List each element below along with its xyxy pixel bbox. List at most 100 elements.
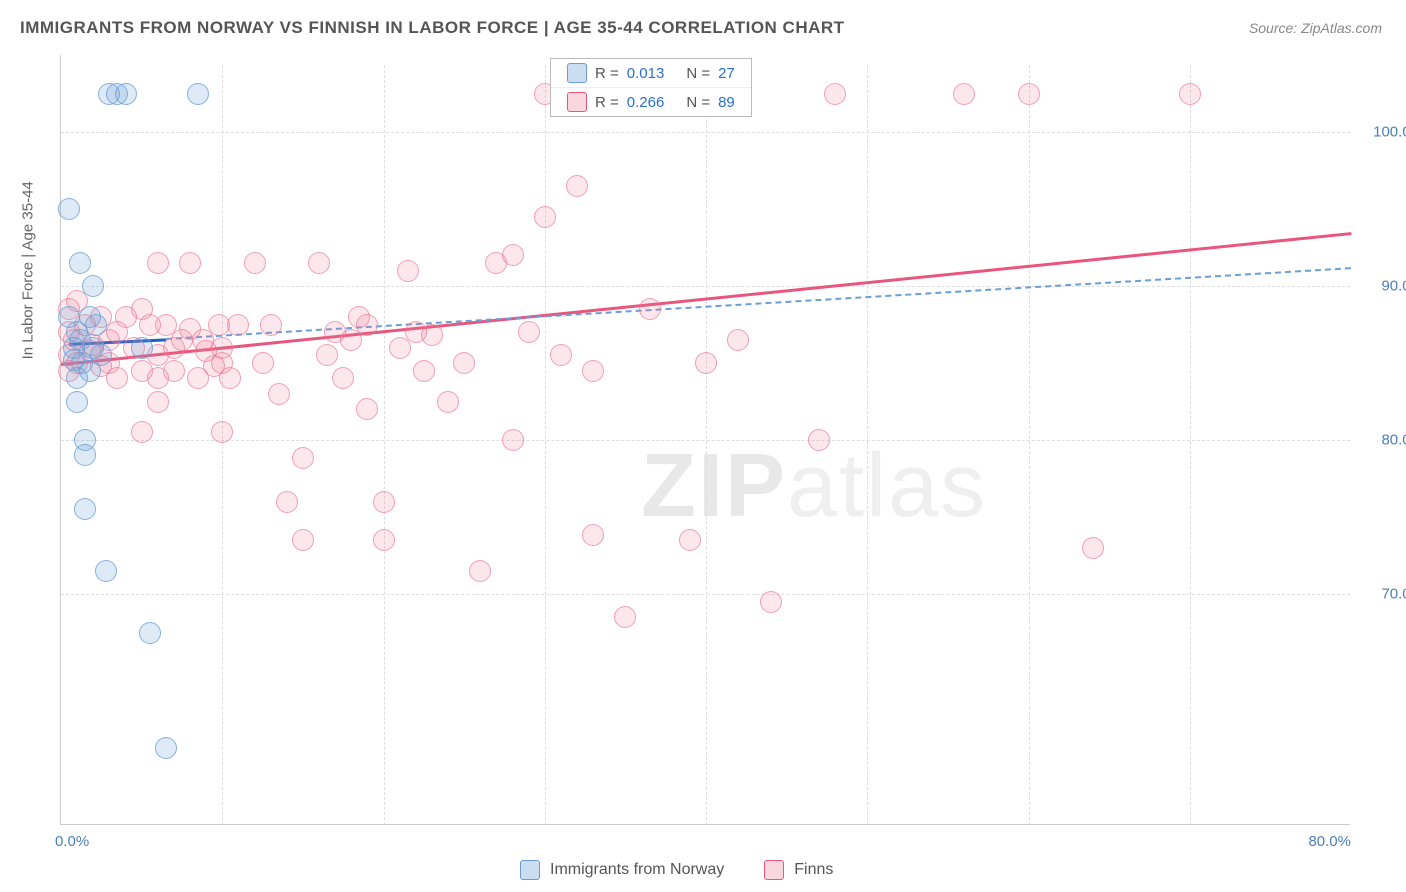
data-point-norway	[90, 344, 112, 366]
data-point-finns	[106, 367, 128, 389]
source-label: Source: ZipAtlas.com	[1249, 20, 1382, 36]
series-legend-item: Finns	[764, 860, 833, 880]
data-point-finns	[760, 591, 782, 613]
legend-swatch-finns	[567, 92, 587, 112]
data-point-finns	[695, 352, 717, 374]
data-point-norway	[66, 391, 88, 413]
series-legend-label: Finns	[794, 861, 833, 879]
data-point-finns	[332, 367, 354, 389]
data-point-finns	[163, 360, 185, 382]
data-point-finns	[582, 360, 604, 382]
legend-swatch-finns	[764, 860, 784, 880]
legend-r-label: R =	[595, 65, 619, 82]
watermark: ZIPatlas	[641, 435, 987, 538]
y-tick-label: 70.0%	[1364, 586, 1406, 603]
data-point-finns	[808, 429, 830, 451]
data-point-finns	[373, 491, 395, 513]
series-legend: Immigrants from Norway Finns	[520, 860, 833, 880]
y-tick-label: 100.0%	[1364, 124, 1406, 141]
gridline-vertical	[867, 65, 868, 825]
gridline-vertical	[1029, 65, 1030, 825]
data-point-finns	[614, 606, 636, 628]
data-point-finns	[639, 298, 661, 320]
data-point-finns	[534, 206, 556, 228]
data-point-finns	[1082, 537, 1104, 559]
x-tick-label: 80.0%	[1308, 833, 1351, 850]
x-tick-label: 0.0%	[55, 833, 89, 850]
legend-swatch-norway	[567, 63, 587, 83]
y-tick-label: 90.0%	[1364, 278, 1406, 295]
gridline-vertical	[706, 65, 707, 825]
y-tick-label: 80.0%	[1364, 432, 1406, 449]
data-point-finns	[582, 524, 604, 546]
data-point-finns	[356, 398, 378, 420]
data-point-finns	[469, 560, 491, 582]
chart-container: IMMIGRANTS FROM NORWAY VS FINNISH IN LAB…	[0, 0, 1406, 892]
data-point-finns	[953, 83, 975, 105]
data-point-finns	[292, 447, 314, 469]
data-point-finns	[373, 529, 395, 551]
data-point-finns	[356, 314, 378, 336]
data-point-finns	[211, 421, 233, 443]
data-point-finns	[413, 360, 435, 382]
legend-n-label: N =	[686, 94, 710, 111]
data-point-finns	[518, 321, 540, 343]
chart-title: IMMIGRANTS FROM NORWAY VS FINNISH IN LAB…	[20, 18, 845, 38]
data-point-finns	[502, 244, 524, 266]
data-point-finns	[244, 252, 266, 274]
data-point-norway	[95, 560, 117, 582]
y-axis-label: In Labor Force | Age 35-44	[20, 181, 37, 359]
series-legend-item: Immigrants from Norway	[520, 860, 724, 880]
gridline-vertical	[545, 65, 546, 825]
data-point-norway	[115, 83, 137, 105]
data-point-finns	[727, 329, 749, 351]
data-point-finns	[316, 344, 338, 366]
series-legend-label: Immigrants from Norway	[550, 861, 724, 879]
data-point-finns	[131, 421, 153, 443]
gridline-vertical	[384, 65, 385, 825]
data-point-finns	[308, 252, 330, 274]
data-point-finns	[227, 314, 249, 336]
data-point-norway	[58, 198, 80, 220]
data-point-finns	[1018, 83, 1040, 105]
data-point-finns	[566, 175, 588, 197]
data-point-norway	[74, 498, 96, 520]
data-point-finns	[679, 529, 701, 551]
data-point-finns	[437, 391, 459, 413]
gridline-vertical	[1190, 65, 1191, 825]
data-point-norway	[139, 622, 161, 644]
legend-swatch-norway	[520, 860, 540, 880]
data-point-finns	[268, 383, 290, 405]
data-point-finns	[219, 367, 241, 389]
plot-area: ZIPatlas 70.0%80.0%90.0%100.0%0.0%80.0%	[60, 55, 1350, 825]
data-point-finns	[1179, 83, 1201, 105]
legend-row: R = 0.013 N = 27	[551, 59, 751, 88]
legend-n-value: 27	[718, 65, 735, 82]
legend-n-label: N =	[686, 65, 710, 82]
legend-r-value: 0.013	[627, 65, 665, 82]
data-point-finns	[421, 324, 443, 346]
legend-row: R = 0.266 N = 89	[551, 88, 751, 116]
data-point-norway	[187, 83, 209, 105]
data-point-norway	[85, 314, 107, 336]
legend-n-value: 89	[718, 94, 735, 111]
data-point-norway	[69, 252, 91, 274]
data-point-finns	[453, 352, 475, 374]
data-point-finns	[252, 352, 274, 374]
data-point-finns	[502, 429, 524, 451]
data-point-finns	[147, 391, 169, 413]
data-point-finns	[147, 252, 169, 274]
data-point-norway	[155, 737, 177, 759]
legend-r-value: 0.266	[627, 94, 665, 111]
data-point-norway	[131, 337, 153, 359]
correlation-legend: R = 0.013 N = 27 R = 0.266 N = 89	[550, 58, 752, 117]
data-point-finns	[550, 344, 572, 366]
data-point-finns	[292, 529, 314, 551]
data-point-finns	[179, 252, 201, 274]
data-point-finns	[260, 314, 282, 336]
data-point-finns	[276, 491, 298, 513]
gridline-vertical	[222, 65, 223, 825]
legend-r-label: R =	[595, 94, 619, 111]
data-point-norway	[74, 444, 96, 466]
data-point-finns	[397, 260, 419, 282]
